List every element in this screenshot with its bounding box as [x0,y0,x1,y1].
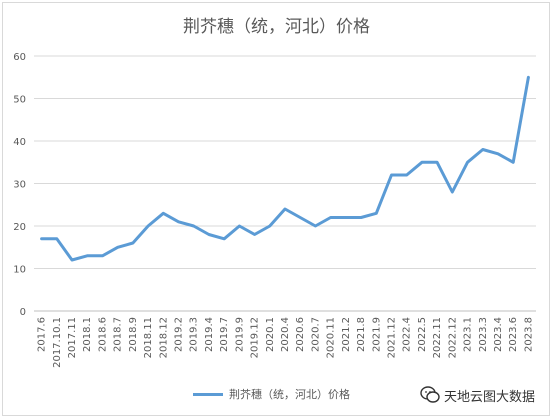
series-line [40,75,530,262]
x-tick-label: 2023.1 [463,317,474,352]
y-tick-label: 60 [13,52,26,63]
x-tick-label: 2020.6 [295,317,306,352]
legend-swatch [193,392,223,396]
x-tick-label: 2019.7 [219,317,230,352]
wechat-logo-icon [420,386,440,403]
x-tick-label: 2020.4 [280,317,291,352]
x-tick-label: 2017.11 [67,317,78,358]
x-tick-label: 2018.11 [143,317,154,358]
y-tick-label: 0 [20,307,26,318]
x-tick-label: 2019.4 [204,317,215,352]
x-tick-label: 2021.12 [386,317,397,358]
x-tick-label: 2017.6 [37,317,48,352]
x-tick-label: 2021.2 [341,317,352,352]
x-tick-label: 2022.11 [432,317,443,358]
x-tick-label: 2023.4 [493,317,504,352]
y-tick-label: 30 [13,180,26,191]
legend-label: 荆芥穗（统，河北）价格 [229,388,350,401]
x-tick-label: 2022.4 [402,317,413,352]
y-axis-ticks: 0 10 20 30 40 50 60 [13,52,26,318]
y-tick-label: 10 [13,265,26,276]
chart-title: 荆芥穗（统，河北）价格 [183,17,370,37]
x-tick-label: 2020.11 [326,317,337,358]
legend: 荆芥穗（统，河北）价格 [0,384,553,404]
y-tick-label: 50 [13,95,26,106]
x-tick-label: 2023.3 [478,317,489,352]
x-tick-label: 2018.12 [158,317,169,358]
y-tick-label: 20 [13,222,26,233]
x-tick-label: 2017.10.1 [52,317,63,368]
x-tick-label: 2021.8 [356,317,367,352]
gridlines [34,55,536,312]
x-tick-label: 2018.1 [82,317,93,352]
x-axis-ticks: 2017.6 2017.10.1 2017.11 2018.1 2018.6 2018.7… [37,317,535,368]
x-tick-label: 2018.9 [128,317,139,352]
x-tick-label: 2021.9 [371,317,382,352]
x-tick-label: 2020.7 [310,317,321,352]
series-lines [40,75,530,262]
x-tick-label: 2023.8 [523,317,534,352]
watermark: 天地云图大数据 [420,383,535,407]
y-tick-label: 40 [13,137,26,148]
x-tick-label: 2023.6 [508,317,519,352]
x-tick-label: 2020.1 [265,317,276,352]
x-tick-label: 2019.3 [189,317,200,352]
x-tick-label: 2018.6 [97,317,108,352]
x-tick-label: 2022.12 [447,317,458,358]
chart-frame [2,2,550,416]
x-tick-label: 2022.5 [417,317,428,352]
x-tick-label: 2018.7 [113,317,124,352]
x-tick-label: 2019.2 [174,317,185,352]
x-tick-label: 2019.12 [250,317,261,358]
watermark-text: 天地云图大数据 [444,389,536,405]
x-tick-label: 2019.9 [234,317,245,352]
